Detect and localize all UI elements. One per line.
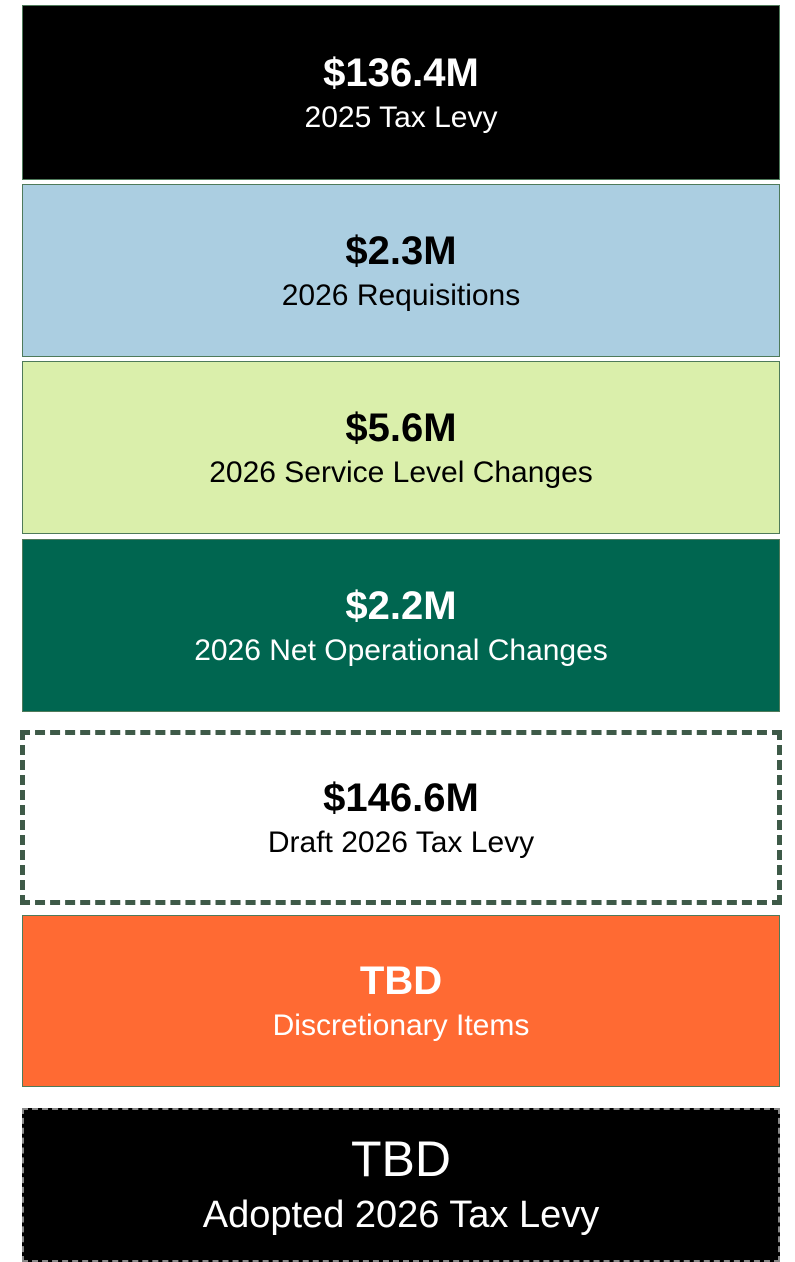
label: Discretionary Items bbox=[272, 1009, 530, 1042]
amount: $146.6M bbox=[323, 775, 479, 820]
box: $5.6M 2026 Service Level Changes bbox=[22, 361, 780, 534]
label: 2026 Service Level Changes bbox=[209, 455, 593, 489]
label: Draft 2026 Tax Levy bbox=[267, 825, 535, 859]
label: 2026 Net Operational Changes bbox=[194, 633, 608, 667]
amount: $2.3M bbox=[345, 228, 457, 273]
amount: TBD bbox=[351, 1131, 451, 1187]
box: TBD Discretionary Items bbox=[22, 915, 780, 1087]
box: $2.2M 2026 Net Operational Changes bbox=[22, 539, 780, 712]
label: 2026 Requisitions bbox=[281, 278, 521, 312]
label: 2025 Tax Levy bbox=[304, 100, 498, 134]
box: $2.3M 2026 Requisitions bbox=[22, 184, 780, 357]
label: Adopted 2026 Tax Levy bbox=[202, 1194, 600, 1236]
amount: $5.6M bbox=[345, 405, 457, 450]
amount: TBD bbox=[359, 959, 443, 1003]
amount: $136.4M bbox=[323, 50, 479, 95]
box: TBD Adopted 2026 Tax Levy bbox=[22, 1108, 780, 1262]
amount: $2.2M bbox=[345, 583, 457, 628]
box: $136.4M 2025 Tax Levy bbox=[22, 5, 780, 180]
box: $146.6M Draft 2026 Tax Levy bbox=[20, 730, 782, 905]
